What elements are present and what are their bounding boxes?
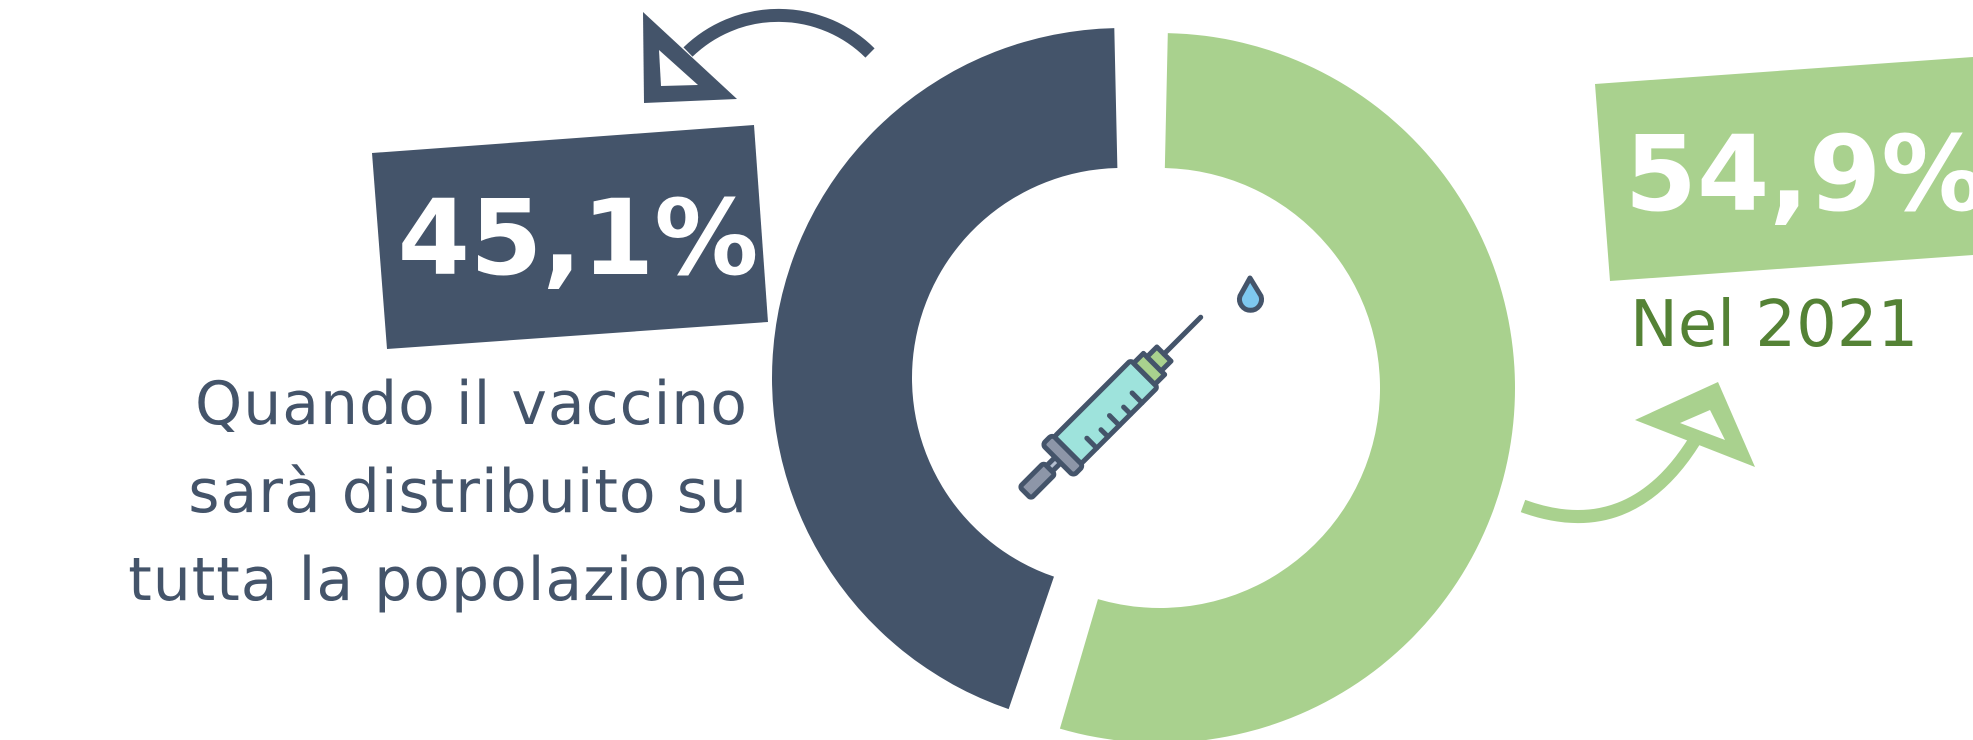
curved-arrow-icon (643, 8, 875, 103)
value-tag-dark: 45,1% (372, 125, 768, 349)
syringe-icon (1018, 314, 1204, 500)
caption-dark: Quando il vaccino sarà distribuito su tu… (0, 360, 748, 624)
value-label-dark: 45,1% (398, 177, 759, 299)
caption-line: tutta la popolazione (128, 545, 748, 615)
drop-icon (1237, 275, 1264, 313)
year-label: Nel 2021 (1630, 288, 1919, 362)
value-label-green: 54,9% (1625, 113, 1973, 235)
caption-line: Quando il vaccino (195, 369, 748, 439)
caption-line: sarà distribuito su (188, 457, 748, 527)
value-tag-green: 54,9% (1595, 57, 1973, 281)
donut-slice-green (1059, 33, 1516, 740)
curved-arrow-icon (1520, 382, 1755, 524)
donut-slice-dark (772, 28, 1118, 710)
